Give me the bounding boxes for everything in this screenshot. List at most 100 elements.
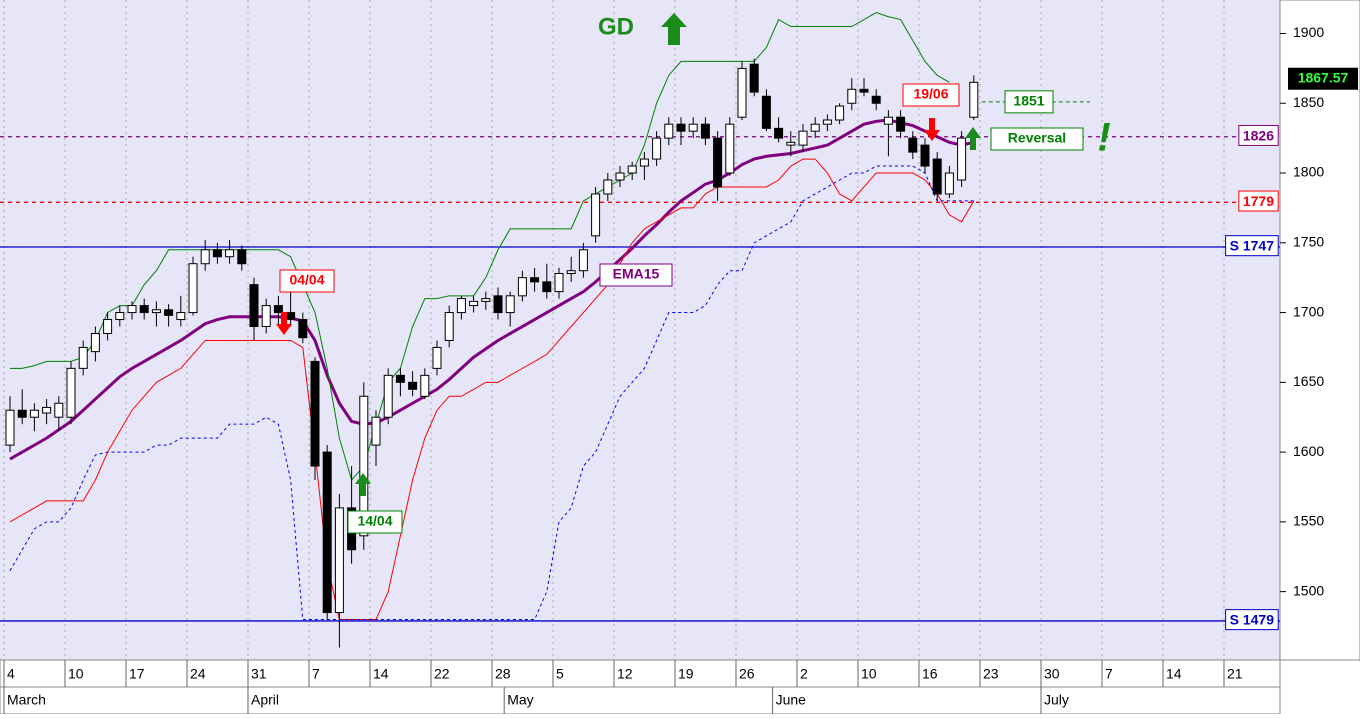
- last-price-label: 1867.57: [1298, 69, 1349, 85]
- price-axis: [1279, 0, 1360, 661]
- candle-body: [883, 116, 893, 125]
- candle-body: [29, 409, 39, 418]
- candle-body: [749, 63, 759, 93]
- x-tick-label: 16: [922, 666, 938, 682]
- candle-body: [615, 172, 625, 181]
- candle-body: [530, 277, 540, 283]
- candle-body: [810, 123, 820, 132]
- legend-box: [599, 263, 673, 287]
- y-tick-label: 1500: [1293, 582, 1324, 598]
- candle-body: [237, 249, 247, 265]
- series-line: [9, 118, 975, 461]
- candle-body: [5, 409, 15, 446]
- level-box: [1238, 124, 1279, 146]
- candle-body: [261, 305, 271, 328]
- candle-body: [212, 249, 222, 258]
- x-tick-label: 23: [983, 666, 999, 682]
- candle-body: [273, 305, 283, 314]
- candle-body: [627, 165, 637, 174]
- x-tick-label: 26: [739, 666, 755, 682]
- candle-body: [676, 123, 686, 132]
- annotation-box: [902, 83, 960, 107]
- candle-body: [395, 374, 405, 383]
- y-tick-label: 1600: [1293, 443, 1324, 459]
- candle-body: [639, 158, 649, 167]
- candle-body: [139, 305, 149, 314]
- candle-body: [164, 309, 174, 316]
- candle-body: [115, 312, 125, 321]
- candle-body: [42, 406, 52, 414]
- candle-body: [383, 374, 393, 418]
- candle-body: [17, 409, 27, 418]
- y-tick-label: 1900: [1293, 24, 1324, 40]
- candle-body: [151, 309, 161, 314]
- up-arrow: [355, 473, 371, 496]
- candle-body: [761, 95, 771, 129]
- candle-body: [481, 298, 491, 302]
- y-tick-label: 1650: [1293, 373, 1324, 389]
- candle-body: [725, 123, 735, 174]
- candle-body: [908, 137, 918, 153]
- candle-body: [932, 158, 942, 195]
- candle-body: [774, 127, 784, 139]
- x-tick-label: 28: [495, 666, 511, 682]
- candle-body: [652, 137, 662, 160]
- annotation: 14/04: [357, 513, 392, 529]
- candle-body: [286, 312, 296, 321]
- candle-body: [78, 346, 88, 369]
- month-label: April: [251, 692, 279, 708]
- candle-body: [969, 81, 979, 118]
- candle-body: [578, 249, 588, 272]
- x-tick-label: 7: [312, 666, 320, 682]
- level-label: 1779: [1243, 193, 1274, 209]
- x-tick-label: 7: [1105, 666, 1113, 682]
- candle-body: [737, 67, 747, 118]
- month-label: May: [507, 692, 533, 708]
- series-line: [9, 165, 974, 621]
- candle-body: [408, 381, 418, 390]
- candle-body: [225, 249, 235, 258]
- candle-body: [944, 172, 954, 195]
- x-tick-label: 14: [373, 666, 389, 682]
- x-tick-label: 5: [556, 666, 564, 682]
- candle-body: [700, 123, 710, 139]
- candle-body: [896, 116, 906, 132]
- x-tick-label: 22: [434, 666, 450, 682]
- candle-body: [359, 395, 369, 537]
- candle-body: [322, 451, 332, 614]
- candle-body: [103, 319, 113, 334]
- x-tick-label: 31: [251, 666, 267, 682]
- level-label: S 1747: [1230, 238, 1275, 254]
- up-arrow: [661, 13, 687, 45]
- annotation: Reversal: [1008, 130, 1066, 146]
- series-line: [10, 12, 950, 482]
- candle-body: [822, 119, 832, 125]
- candle-body: [603, 179, 613, 195]
- x-tick-label: 19: [678, 666, 694, 682]
- x-tick-label: 24: [190, 666, 206, 682]
- candle-body: [798, 130, 808, 146]
- candle-body: [591, 193, 601, 237]
- candle-body: [371, 416, 381, 446]
- candle-body: [66, 367, 76, 418]
- annotation-box: [347, 510, 403, 534]
- x-tick-label: 4: [7, 666, 15, 682]
- level-box: [1238, 190, 1279, 212]
- candle-body: [54, 402, 64, 418]
- annotation-box: [279, 269, 335, 293]
- target-box: [1004, 90, 1054, 114]
- candle-body: [176, 312, 186, 321]
- x-tick-label: 21: [1227, 666, 1243, 682]
- candle-body: [249, 284, 259, 328]
- candle-body: [664, 123, 674, 139]
- candle-body: [920, 144, 930, 167]
- month-label: July: [1044, 692, 1069, 708]
- candle-body: [542, 281, 552, 293]
- candle-body: [859, 88, 869, 93]
- x-tick-label: 10: [861, 666, 877, 682]
- legend-entry: EMA15: [613, 266, 660, 282]
- annotation: 04/04: [289, 272, 324, 288]
- candle-body: [554, 272, 564, 293]
- candle-body: [469, 300, 479, 307]
- candle-body: [90, 332, 100, 353]
